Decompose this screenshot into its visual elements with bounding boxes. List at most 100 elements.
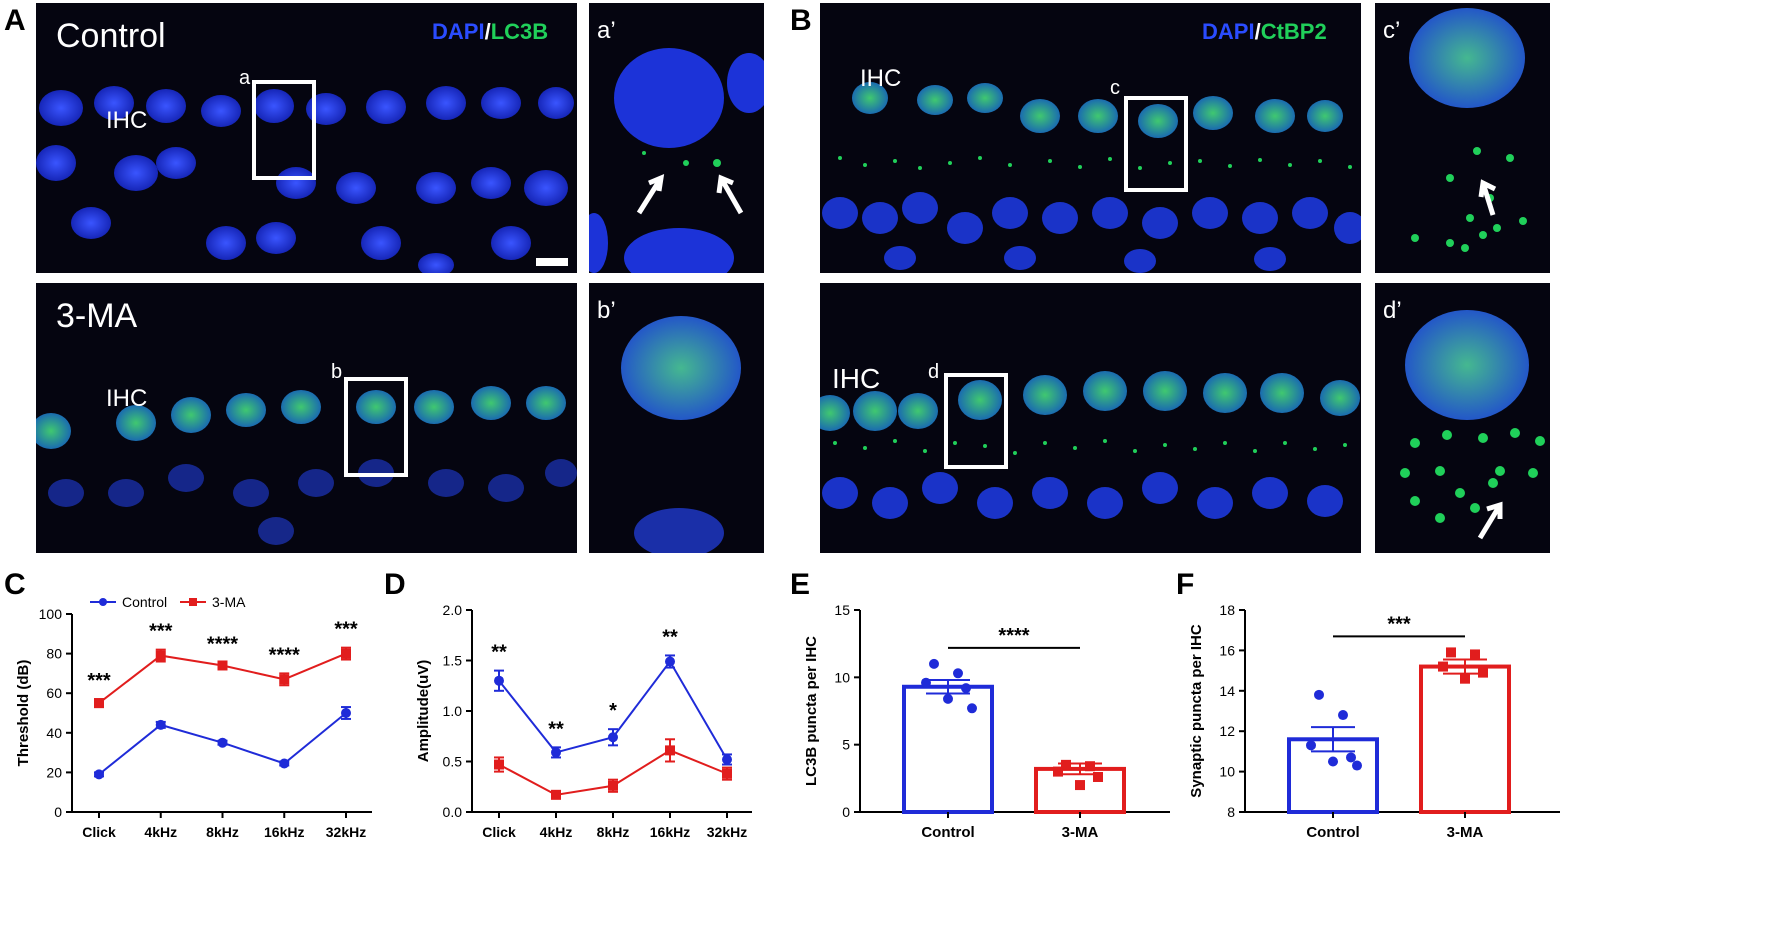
chart-c-significance: **** [207,634,238,656]
channel-ctbp2: CtBP2 [1260,19,1327,44]
chart-f-data-point [1470,649,1480,660]
chart-e-data-point [953,668,963,679]
micrograph-b-3ma: IHC d [820,283,1361,553]
ihc-label-b-top: IHC [860,65,902,92]
chart-f-data-point [1314,689,1324,700]
chart-f-data-point [1446,647,1456,658]
inset-label-c-prime: c’ [1383,17,1401,44]
inset-label-b-prime: b’ [597,297,616,324]
channel-label-a: DAPI/LC3B [432,19,548,45]
chart-d-significance: ** [662,626,678,648]
chart-e-data-point [921,677,931,688]
chart-d-y-tick-label: 1.5 [443,653,463,669]
ihc-label-a-bottom: IHC [106,385,148,412]
chart-c-significance: *** [149,621,173,643]
roi-box-c [1124,96,1188,192]
inset-a-prime-image [589,48,764,273]
chart-c-data-point [217,737,228,748]
chart-e-significance: **** [998,625,1029,647]
chart-c-data-point [279,758,290,769]
inset-b-prime-image [621,316,741,553]
channel-separator-b: / [1254,19,1261,44]
chart-e-y-tick-label: 0 [842,804,850,820]
micrograph-a-control-image [36,86,574,273]
chart-c-data-point [94,698,104,709]
chart-c-data-point [94,769,104,780]
chart-c-data-point [155,719,166,730]
channel-label-b: DAPI/CtBP2 [1202,19,1327,45]
chart-d-x-tick-label: 16kHz [650,824,690,840]
chart-f-y-tick-label: 18 [1219,602,1235,618]
chart-c-data-point [341,708,351,718]
chart-c-significance: **** [269,644,300,666]
inset-d-prime: d’ [1375,283,1550,553]
roi-box-a [252,80,316,180]
panel-letter-c: C [4,568,26,601]
chart-d-y-tick-label: 0.0 [443,804,463,820]
chart-e-data-point [967,703,977,714]
chart-e-data-point [1061,759,1071,770]
chart-d-y-tick-label: 1.0 [443,703,463,719]
box-label-c: c [1110,77,1120,99]
chart-d-amplitude: 0.0 0.5 1.0 1.5 2.0 Amplitude(uV) Click 4kHz 8kH… [415,602,752,840]
chart-f-y-tick-label: 12 [1219,723,1235,739]
chart-c-y-tick-label: 80 [46,646,62,662]
panel-letter-a: A [4,4,26,37]
box-label-a: a [239,67,251,89]
chart-c-x-tick-label: 4kHz [144,824,177,840]
chart-d-data-point [494,675,504,686]
chart-c-legend-label: 3-MA [212,594,246,610]
inset-d-prime-image [1400,310,1545,540]
chart-f-y-tick-label: 8 [1227,804,1235,820]
chart-d-y-tick-label: 2.0 [443,602,463,618]
chart-f-data-point [1478,667,1488,678]
chart-c-x-tick-label: 16kHz [264,824,304,840]
control-label: Control [56,17,166,55]
chart-d-data-point [608,780,618,791]
micrograph-a-3ma-image [36,386,577,545]
micrograph-b-3ma-image [820,371,1360,519]
channel-dapi: DAPI [432,19,485,44]
chart-c-y-axis-label: Threshold (dB) [15,660,32,767]
chart-f-significance: *** [1387,613,1411,635]
panel-letter-f: F [1176,568,1195,601]
chart-d-data-point [608,732,618,743]
chart-f-data-point [1328,756,1338,767]
chart-c-x-tick-label: 8kHz [206,824,239,840]
chart-c-data-point [279,674,290,685]
chart-c-threshold: 0 20 40 60 80 100 Threshold (dB) Click 4kHz 8kHz 1… [15,594,372,840]
chart-c-y-tick-label: 60 [46,685,62,701]
chart-c-significance: *** [334,619,358,641]
chart-e-bar-control [902,684,994,814]
chart-c-legend-marker [99,598,107,606]
treated-label: 3-MA [56,297,138,335]
box-label-b: b [331,361,343,383]
chart-c-y-tick-label: 0 [54,804,62,820]
chart-f-data-point [1338,710,1348,721]
box-label-d: d [928,361,940,383]
chart-c-significance: *** [87,670,111,692]
ihc-label-a-top: IHC [106,107,148,134]
chart-f-x-tick-label: Control [1306,824,1359,841]
chart-f-data-point [1352,760,1362,771]
panel-letter-e: E [790,568,811,601]
micrograph-b-control-image [822,82,1361,273]
chart-f-y-tick-label: 16 [1219,642,1235,658]
panel-letter-d: D [384,568,406,601]
chart-c-x-tick-label: Click [82,824,116,840]
chart-e-y-tick-label: 5 [842,737,850,753]
channel-dapi-b: DAPI [1202,19,1255,44]
chart-d-data-point [722,754,732,765]
chart-e-data-point [1093,771,1103,782]
chart-f-y-tick-label: 10 [1219,764,1235,780]
chart-f-bar-treated [1419,664,1511,814]
panel-letter-b: B [790,4,812,37]
micrograph-a-3ma: 3-MA IHC b [36,283,577,553]
chart-d-significance: * [609,700,617,722]
chart-d-x-tick-label: 32kHz [707,824,747,840]
chart-e-data-point [929,658,939,669]
chart-e-y-axis-label: LC3B puncta per IHC [803,636,820,786]
scale-bar [536,258,568,266]
chart-d-data-point [551,789,561,800]
inset-label-d-prime: d’ [1383,297,1402,324]
